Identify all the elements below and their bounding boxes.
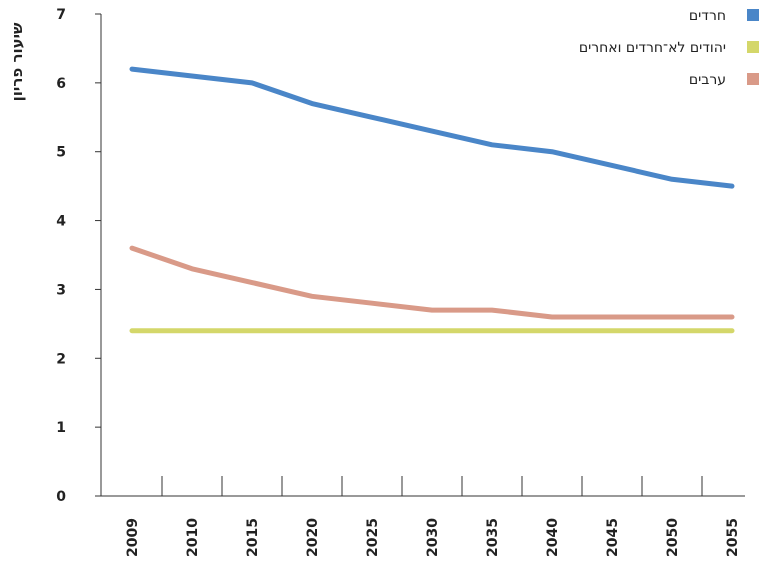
x-axis-ticks: 2009 2010 2015 2020 2025 2030 2035 2040 2045 2050… — [125, 476, 741, 557]
x-tick-label: 2055 — [725, 518, 741, 557]
legend-label: חרדים — [689, 8, 726, 24]
legend-swatch — [747, 9, 759, 21]
y-axis-label: שיעור פריון — [8, 22, 26, 101]
legend: חרדים יהודים לא־חרדים ואחרים ערבים — [579, 8, 759, 88]
legend-label: יהודים לא־חרדים ואחרים — [579, 40, 726, 56]
y-tick-label: 2 — [56, 351, 66, 367]
series-line-0 — [129, 66, 735, 189]
x-tick-label: 2045 — [605, 518, 621, 557]
legend-swatch — [747, 41, 759, 53]
y-tick-label: 3 — [56, 282, 66, 298]
axes — [100, 14, 745, 497]
x-tick-label: 2009 — [125, 518, 141, 557]
series-line-2 — [129, 245, 735, 320]
legend-label: ערבים — [689, 72, 726, 88]
y-tick-label: 7 — [56, 7, 66, 23]
y-tick-label: 6 — [56, 76, 66, 92]
x-tick-label: 2020 — [305, 518, 321, 557]
x-tick-label: 2025 — [365, 518, 381, 557]
x-tick-label: 2050 — [665, 518, 681, 557]
x-tick-label: 2030 — [425, 518, 441, 557]
y-tick-label: 4 — [56, 214, 66, 230]
y-tick-label: 0 — [56, 489, 66, 505]
y-axis-ticks: 0 1 2 3 4 5 6 7 — [56, 7, 101, 505]
x-tick-label: 2035 — [485, 518, 501, 557]
series-lines — [129, 66, 735, 334]
y-tick-label: 1 — [56, 420, 66, 436]
x-tick-label: 2015 — [245, 518, 261, 557]
x-tick-label: 2040 — [545, 518, 561, 557]
y-tick-label: 5 — [56, 145, 66, 161]
x-tick-label: 2010 — [185, 518, 201, 557]
legend-swatch — [747, 73, 759, 85]
